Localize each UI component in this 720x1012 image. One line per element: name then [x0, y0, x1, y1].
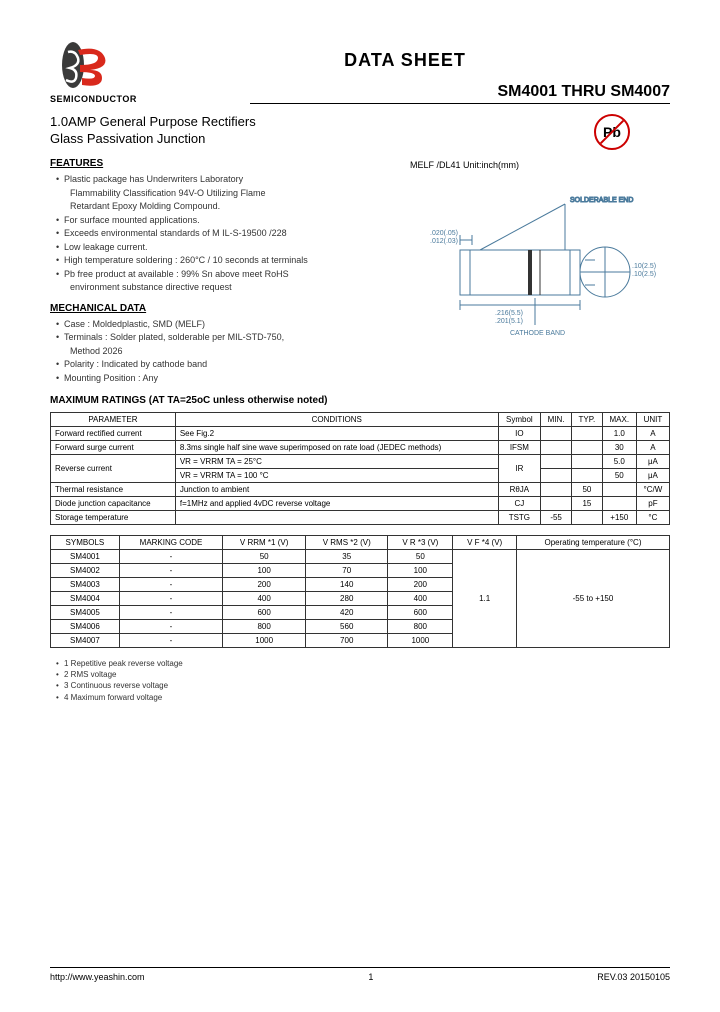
svg-text:.012(.03): .012(.03)	[430, 238, 458, 245]
parts-table: SYMBOLSMARKING CODEV RRM *1 (V)V RMS *2 …	[50, 535, 670, 648]
subtitle-block: 1.0AMP General Purpose Rectifiers Glass …	[50, 114, 594, 148]
mechanical-item: Terminals : Solder plated, solderable pe…	[56, 331, 390, 345]
mechanical-item: Method 2026	[56, 345, 390, 359]
svg-text:.020(.05): .020(.05)	[430, 230, 458, 237]
subtitle-line2: Glass Passivation Junction	[50, 131, 594, 146]
mechanical-list: Case : Moldedplastic, SMD (MELF)Terminal…	[50, 318, 390, 386]
svg-text:.10(2.5): .10(2.5)	[632, 263, 656, 270]
mechanical-item: Mounting Position : Any	[56, 372, 390, 386]
header: SEMICONDUCTOR DATA SHEET SM4001 THRU SM4…	[50, 40, 670, 104]
ratings-header: CONDITIONS	[175, 413, 498, 427]
features-heading: FEATURES	[50, 158, 390, 169]
parts-header: V R *3 (V)	[388, 536, 453, 550]
logo-mark	[60, 40, 110, 90]
package-diagram: SOLDERABLE END	[410, 190, 660, 350]
feature-item: Flammability Classification 94V-O Utiliz…	[56, 187, 390, 201]
pb-free-badge: Pb	[594, 114, 630, 150]
footer-page: 1	[368, 972, 373, 982]
doc-title: DATA SHEET	[140, 50, 670, 71]
datasheet-page: SEMICONDUCTOR DATA SHEET SM4001 THRU SM4…	[0, 0, 720, 1012]
footer-rev: REV.03 20150105	[597, 972, 670, 982]
company-logo: SEMICONDUCTOR	[50, 40, 120, 104]
svg-text:.201(5.1): .201(5.1)	[495, 318, 523, 325]
subtitle-line1: 1.0AMP General Purpose Rectifiers	[50, 114, 594, 129]
title-block: DATA SHEET SM4001 THRU SM4007	[140, 40, 670, 104]
ratings-header: MAX.	[602, 413, 636, 427]
footer: http://www.yeashin.com 1 REV.03 20150105	[50, 967, 670, 982]
feature-item: Pb free product at available : 99% Sn ab…	[56, 268, 390, 282]
mechanical-item: Case : Moldedplastic, SMD (MELF)	[56, 318, 390, 332]
parts-header: SYMBOLS	[51, 536, 120, 550]
subtitle-row: 1.0AMP General Purpose Rectifiers Glass …	[50, 114, 670, 150]
package-label: MELF /DL41 Unit:inch(mm)	[410, 160, 660, 170]
svg-text:SOLDERABLE END: SOLDERABLE END	[570, 197, 633, 204]
package-diagram-block: MELF /DL41 Unit:inch(mm) SOLDERABLE END	[410, 150, 660, 385]
parts-header: V RMS *2 (V)	[306, 536, 388, 550]
feature-item: Exceeds environmental standards of M IL-…	[56, 227, 390, 241]
ratings-heading: MAXIMUM RATINGS (AT TA=25oC unless other…	[50, 395, 670, 406]
mechanical-item: Polarity : Indicated by cathode band	[56, 358, 390, 372]
ratings-header: MIN.	[541, 413, 572, 427]
feature-item: Plastic package has Underwriters Laborat…	[56, 173, 390, 187]
content-left: FEATURES Plastic package has Underwriter…	[50, 150, 390, 385]
parts-header: V F *4 (V)	[453, 536, 517, 550]
feature-item: Low leakage current.	[56, 241, 390, 255]
parts-header: Operating temperature (°C)	[516, 536, 669, 550]
footnotes-list: 1 Repetitive peak reverse voltage2 RMS v…	[50, 658, 670, 703]
ratings-header: UNIT	[636, 413, 669, 427]
feature-item: environment substance directive request	[56, 281, 390, 295]
maximum-ratings-table: PARAMETERCONDITIONSSymbolMIN.TYP.MAX.UNI…	[50, 412, 670, 525]
ratings-header: PARAMETER	[51, 413, 176, 427]
ratings-header: TYP.	[572, 413, 603, 427]
parts-header: MARKING CODE	[119, 536, 222, 550]
content-row: FEATURES Plastic package has Underwriter…	[50, 150, 670, 385]
footnote-item: 4 Maximum forward voltage	[56, 692, 670, 703]
partno-line: SM4001 THRU SM4007	[250, 83, 670, 104]
ratings-header: Symbol	[498, 413, 541, 427]
feature-item: For surface mounted applications.	[56, 214, 390, 228]
mechanical-heading: MECHANICAL DATA	[50, 303, 390, 314]
parts-header: V RRM *1 (V)	[223, 536, 306, 550]
features-list: Plastic package has Underwriters Laborat…	[50, 173, 390, 295]
table-row: SM4001-5035501.1-55 to +150	[51, 550, 670, 564]
footer-url: http://www.yeashin.com	[50, 972, 145, 982]
footnote-item: 1 Repetitive peak reverse voltage	[56, 658, 670, 669]
feature-item: High temperature soldering : 260°C / 10 …	[56, 254, 390, 268]
svg-text:.10(2.5): .10(2.5)	[632, 271, 656, 278]
footnote-item: 2 RMS voltage	[56, 669, 670, 680]
part-number-range: SM4001 THRU SM4007	[250, 83, 670, 101]
logo-text: SEMICONDUCTOR	[50, 94, 120, 104]
svg-text:.216(5.5): .216(5.5)	[495, 310, 523, 317]
footnote-item: 3 Continuous reverse voltage	[56, 680, 670, 691]
svg-text:CATHODE BAND: CATHODE BAND	[510, 330, 565, 337]
feature-item: Retardant Epoxy Molding Compound.	[56, 200, 390, 214]
